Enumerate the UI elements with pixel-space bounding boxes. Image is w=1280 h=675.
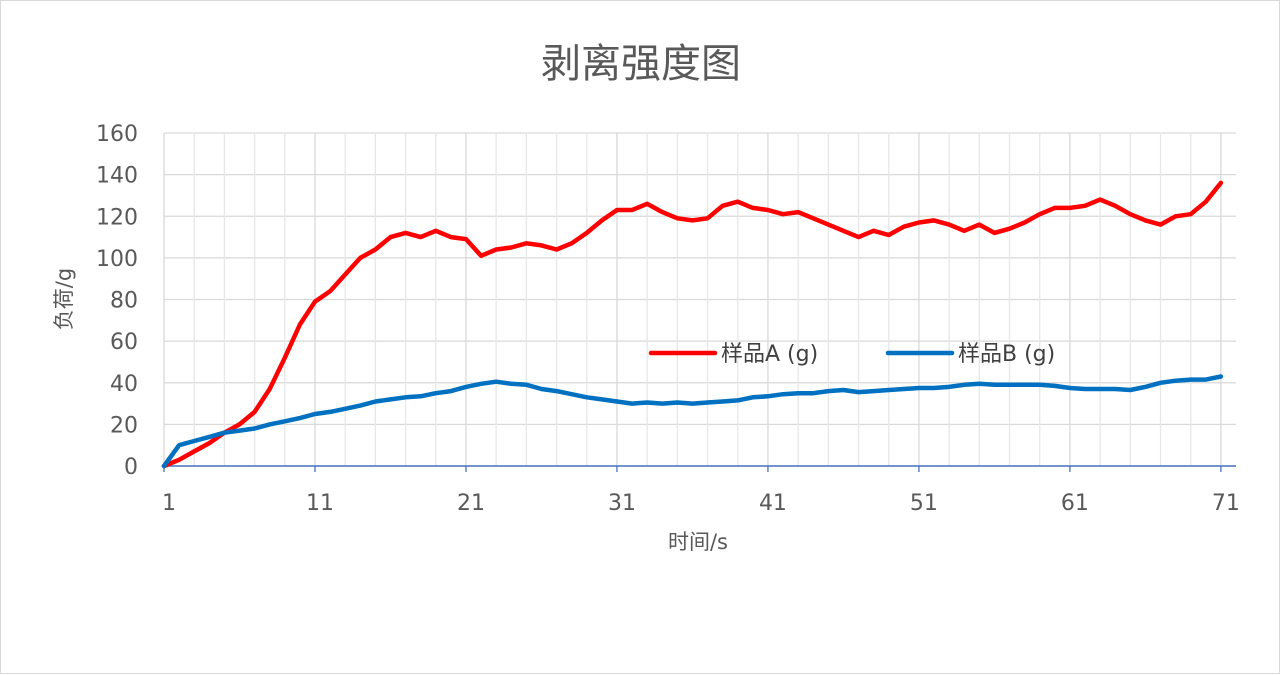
x-tick-label: 61 <box>1061 491 1089 516</box>
y-axis: 0 20 40 60 80 100 120 140 160 <box>96 122 138 480</box>
legend-label: 样品A (g) <box>721 342 818 367</box>
y-tick-label: 60 <box>110 330 138 355</box>
x-tick-label: 41 <box>759 491 787 516</box>
y-tick-label: 40 <box>110 372 138 397</box>
y-axis-title: 负荷/g <box>52 268 76 330</box>
x-axis: 1 11 21 31 41 51 61 71 <box>162 466 1240 516</box>
x-tick-label: 1 <box>162 491 176 516</box>
series-layer <box>164 183 1221 466</box>
x-tick-label: 21 <box>457 491 485 516</box>
y-tick-label: 140 <box>96 164 138 189</box>
x-axis-title: 时间/s <box>668 530 728 554</box>
y-tick-label: 20 <box>110 413 138 438</box>
x-tick-label: 51 <box>910 491 938 516</box>
x-tick-label: 11 <box>306 491 334 516</box>
chart-title: 剥离强度图 <box>541 41 741 87</box>
x-tick-label: 31 <box>608 491 636 516</box>
y-tick-label: 80 <box>110 289 138 314</box>
y-tick-label: 0 <box>124 455 138 480</box>
legend: 样品A (g) 样品B (g) <box>651 342 1055 367</box>
series-line-a <box>164 183 1221 466</box>
y-tick-label: 120 <box>96 205 138 230</box>
y-tick-label: 160 <box>96 122 138 147</box>
x-tick-label: 71 <box>1212 491 1240 516</box>
series-line-b <box>164 377 1221 467</box>
legend-label: 样品B (g) <box>958 342 1055 367</box>
gridlines <box>164 133 1236 466</box>
y-tick-label: 100 <box>96 247 138 272</box>
